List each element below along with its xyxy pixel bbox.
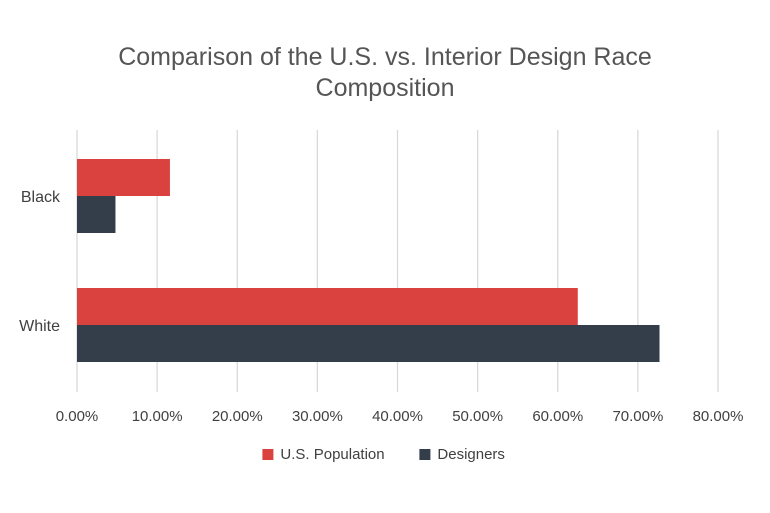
- y-axis-categories: Black White: [19, 189, 61, 335]
- bar-us-population: [77, 288, 578, 325]
- bar-designers: [77, 325, 660, 362]
- x-tick-label: 0.00%: [56, 408, 99, 425]
- bars: [77, 159, 660, 362]
- x-tick-label: 60.00%: [532, 408, 583, 425]
- x-tick-label: 20.00%: [212, 408, 263, 425]
- x-tick-label: 80.00%: [693, 408, 744, 425]
- legend: U.S. Population Designers: [262, 446, 505, 463]
- bar-designers: [77, 196, 116, 233]
- bar-us-population: [77, 159, 170, 196]
- legend-swatch: [262, 449, 274, 460]
- x-tick-label: 70.00%: [612, 408, 663, 425]
- x-tick-label: 50.00%: [452, 408, 503, 425]
- x-tick-label: 10.00%: [132, 408, 183, 425]
- chart-title-line-1: Comparison of the U.S. vs. Interior Desi…: [118, 43, 652, 71]
- category-label: White: [19, 318, 60, 335]
- legend-swatch: [419, 449, 431, 460]
- x-axis-ticks: 0.00% 10.00% 20.00% 30.00% 40.00% 50.00% 60.00…: [56, 408, 744, 425]
- category-label: Black: [21, 189, 61, 206]
- legend-label: Designers: [437, 446, 505, 463]
- x-tick-label: 30.00%: [292, 408, 343, 425]
- chart-title-line-2: Composition: [315, 74, 455, 102]
- chart-title: Comparison of the U.S. vs. Interior Desi…: [0, 42, 770, 104]
- x-tick-label: 40.00%: [372, 408, 423, 425]
- legend-label: U.S. Population: [280, 446, 384, 463]
